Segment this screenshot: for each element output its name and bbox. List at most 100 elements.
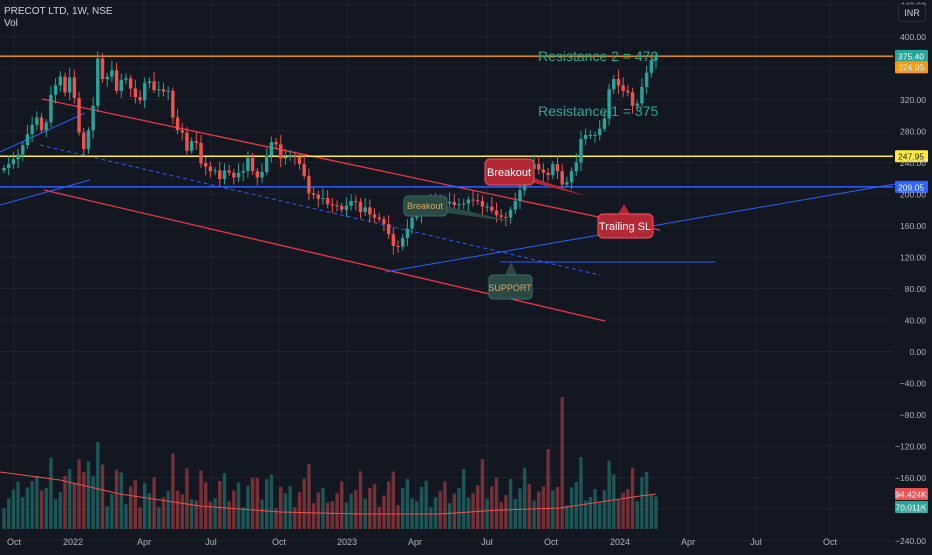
candle-body — [147, 81, 152, 83]
candle-body — [82, 132, 86, 150]
price-tick-label: 120.00 — [900, 253, 926, 263]
candle-body — [640, 86, 644, 104]
volume-bar — [607, 460, 611, 529]
candle-body — [630, 92, 635, 106]
volume-bar — [344, 502, 349, 529]
candle-body — [466, 199, 471, 204]
candle-body — [649, 60, 654, 73]
volume-bar — [316, 492, 320, 529]
candle-body — [602, 118, 607, 129]
volume-bar — [16, 481, 20, 529]
candle-body — [452, 201, 457, 206]
volume-bar — [340, 481, 344, 529]
volume-bar — [138, 507, 142, 529]
candle-body — [185, 132, 189, 151]
volume-bar — [293, 507, 297, 529]
volume-bar — [180, 494, 184, 529]
volume-bar — [30, 481, 34, 529]
candle-body — [340, 205, 344, 210]
candle-body — [264, 155, 269, 172]
candle-body — [35, 117, 39, 125]
volume-bar — [621, 492, 625, 529]
volume-bar — [297, 491, 302, 529]
volume-bar — [161, 497, 166, 529]
currency-button[interactable]: INR — [898, 4, 926, 22]
volume-bar — [419, 486, 424, 529]
volume-bar — [508, 479, 513, 529]
candle-body — [560, 171, 564, 185]
price-label: 375.40 — [898, 51, 924, 61]
volume-bar — [583, 500, 588, 529]
candle-body — [513, 201, 517, 210]
volume-bar — [58, 492, 62, 529]
candle-body — [86, 130, 91, 150]
callout-pointer — [618, 204, 630, 214]
channel-upper-line — [41, 98, 661, 231]
price-tick-label: 280.00 — [900, 127, 926, 137]
candle-body — [541, 169, 546, 173]
symbol-title: PRECOT LTD, 1W, NSE — [4, 6, 113, 17]
volume-bar — [279, 486, 283, 529]
volume-bar — [626, 489, 630, 529]
volume-bar — [185, 468, 189, 529]
volume-bar — [490, 486, 494, 529]
candle-body — [415, 216, 419, 218]
volume-bar — [260, 499, 264, 529]
time-tick-label: Jul — [481, 537, 493, 547]
candle-body — [171, 90, 175, 118]
candle-body — [311, 193, 316, 195]
volume-bar — [49, 457, 53, 529]
candle-body — [321, 197, 325, 199]
candle-body — [508, 209, 513, 218]
volume-bar — [429, 507, 433, 529]
time-tick-label: 2024 — [610, 537, 630, 547]
time-tick-label: Oct — [544, 537, 559, 547]
volume-bar — [96, 442, 100, 529]
volume-bar — [241, 507, 245, 529]
volume-bar — [644, 471, 649, 529]
volume-bar — [2, 508, 6, 529]
candle-body — [124, 78, 128, 80]
volume-bar — [143, 483, 147, 529]
volume-bar — [630, 467, 635, 529]
candle-body — [293, 156, 297, 158]
volume-bar — [518, 488, 522, 529]
volume-bar — [588, 497, 593, 529]
candle-body — [274, 142, 278, 145]
candle-body — [100, 58, 105, 80]
candle-body — [494, 210, 499, 216]
candle-body — [53, 85, 58, 95]
candle-body — [199, 142, 203, 164]
volume-bar — [358, 471, 363, 529]
candle-body — [537, 164, 541, 170]
volume-bar — [541, 486, 546, 529]
price-tick-label: 40.00 — [905, 316, 927, 326]
volume-bar — [63, 476, 67, 529]
candle-body — [218, 170, 222, 180]
candle-body — [279, 144, 283, 159]
price-label-box — [895, 49, 928, 62]
volume-bar — [330, 501, 335, 529]
volume-bar — [218, 481, 222, 529]
candle-body — [476, 200, 480, 202]
candle-body — [307, 175, 311, 194]
volume-bar — [377, 507, 381, 529]
candle-body — [546, 172, 550, 176]
volume-bar — [11, 489, 16, 529]
candle-body — [396, 245, 400, 247]
volume-bar — [100, 464, 105, 529]
volume-bar — [72, 483, 77, 529]
volume-bar — [264, 479, 269, 529]
time-tick-label: Oct — [7, 537, 22, 547]
volume-bar — [382, 495, 386, 529]
candle-body — [157, 89, 161, 91]
price-label: 374.95 — [898, 63, 924, 73]
volume-bar — [396, 505, 400, 529]
candle-body — [457, 204, 461, 206]
candle-body — [504, 216, 508, 218]
volume-bar — [354, 490, 358, 529]
candle-body — [626, 90, 630, 93]
volume-bar — [133, 480, 138, 529]
